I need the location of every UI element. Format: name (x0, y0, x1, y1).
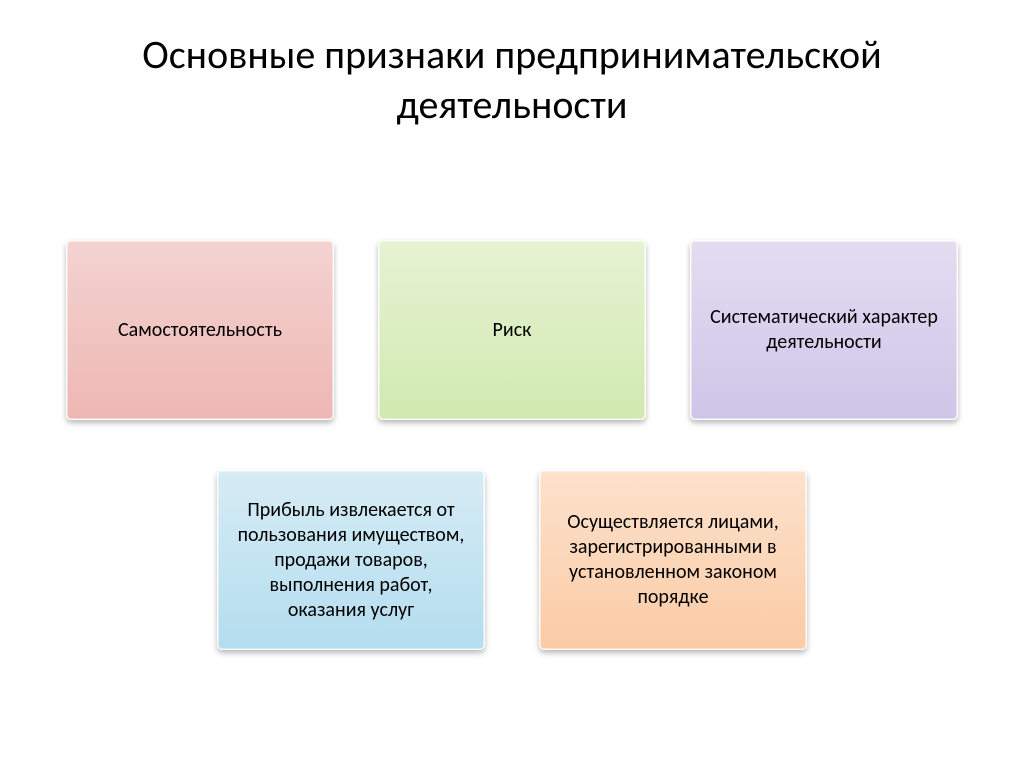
slide-title: Основные признаки предпринимательской де… (0, 30, 1024, 130)
box-label: Риск (493, 318, 532, 343)
box-label: Систематический характер деятельности (705, 305, 943, 355)
box-risk: Риск (378, 240, 646, 420)
box-label: Осуществляется лицами, зарегистрированны… (554, 510, 792, 610)
box-registered: Осуществляется лицами, зарегистрированны… (539, 470, 807, 650)
box-label: Прибыль извлекается от пользования имуще… (232, 498, 470, 623)
box-systematic: Систематический характер деятельности (690, 240, 958, 420)
box-independence: Самостоятельность (66, 240, 334, 420)
slide: Основные признаки предпринимательской де… (0, 0, 1024, 768)
box-label: Самостоятельность (118, 318, 282, 343)
box-profit: Прибыль извлекается от пользования имуще… (217, 470, 485, 650)
row-top: Самостоятельность Риск Систематический х… (0, 240, 1024, 420)
row-bottom: Прибыль извлекается от пользования имуще… (0, 470, 1024, 650)
